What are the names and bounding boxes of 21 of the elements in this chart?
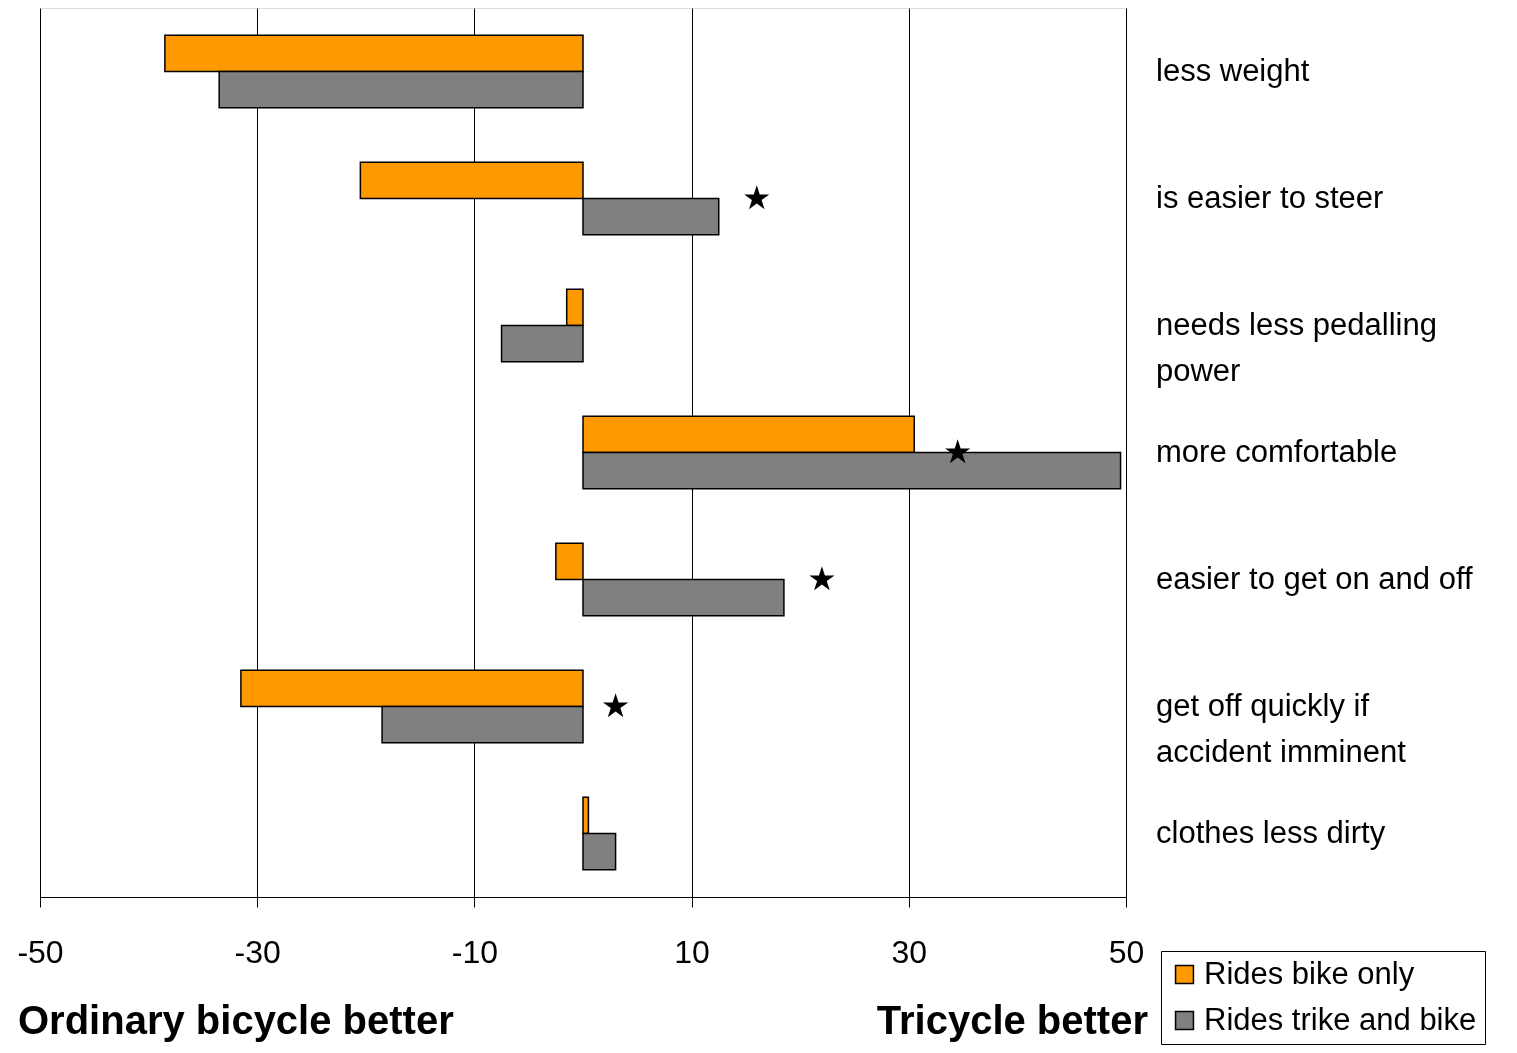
point xyxy=(603,693,629,718)
y-tick-label: easier to get on and off xyxy=(1156,560,1473,596)
legend-label: Rides bike only xyxy=(1204,955,1415,991)
y-tick-label: more comfortable xyxy=(1156,433,1398,469)
text: Tricycle better xyxy=(876,998,1148,1042)
point xyxy=(945,439,971,464)
x-tick-label: -30 xyxy=(234,933,281,970)
point xyxy=(809,566,835,591)
legend-label: Rides trike and bike xyxy=(1204,1001,1477,1037)
y-tick-label: less weight xyxy=(1156,52,1310,88)
y-tick-label: clothes less dirty xyxy=(1156,814,1386,850)
x-tick-label: 30 xyxy=(891,933,928,970)
x-tick-label: -10 xyxy=(451,933,499,970)
y-tick-label: needs less pedalling power xyxy=(1156,306,1437,388)
x-tick-label: 10 xyxy=(674,933,710,970)
x-axis-title: Ordinary bicycle better xyxy=(18,998,454,1042)
x-tick-label: 50 xyxy=(1108,933,1145,970)
point xyxy=(744,185,770,210)
y-tick-label: get off quickly if accident imminent xyxy=(1156,687,1407,769)
y-tick-label: is easier to steer xyxy=(1156,179,1384,215)
x-tick-label: -50 xyxy=(17,933,64,970)
